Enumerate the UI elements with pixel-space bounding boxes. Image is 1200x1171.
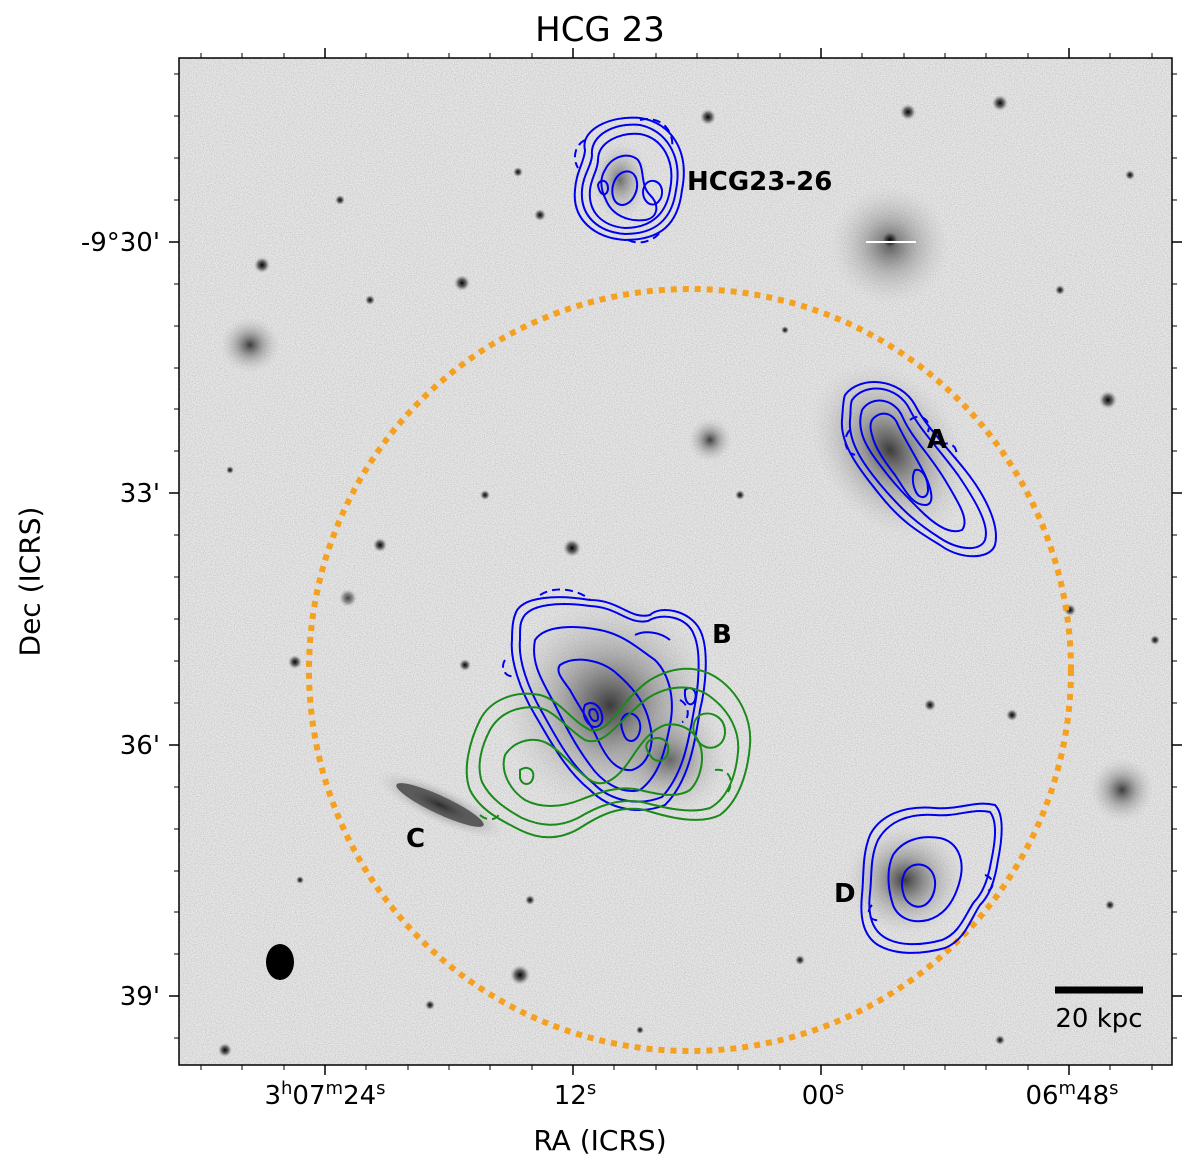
x-tick-label: 3h07m24s <box>264 1078 385 1111</box>
x-tick-label: 00s <box>802 1078 844 1111</box>
hi-contours-galaxy-a-negative <box>844 415 958 459</box>
y-tick-label: 33' <box>120 479 160 509</box>
optical-image <box>179 58 1172 1065</box>
hi-contours-hcg23-26-negative <box>573 118 674 244</box>
x-axis-label: RA (ICRS) <box>533 1124 667 1157</box>
x-tick-label: 06m48s <box>1025 1078 1118 1111</box>
x-tick-label: 12s <box>554 1078 596 1111</box>
galaxy-label-c: C <box>406 824 425 854</box>
y-axis-ticks <box>169 241 1182 997</box>
plot-frame <box>178 57 1173 1066</box>
hi-contours-galaxy-b <box>510 596 707 811</box>
galaxy-label-hcg23-26: HCG23-26 <box>687 167 832 197</box>
y-tick-label: -9°30' <box>81 228 160 258</box>
y-tick-label: 36' <box>120 731 160 761</box>
galaxy-label-b: B <box>712 620 732 650</box>
galaxy-label-a: A <box>927 425 947 455</box>
y-axis-label: Dec (ICRS) <box>13 506 47 657</box>
y-axis-minor-ticks <box>174 73 1177 1039</box>
hi-contours-galaxy-b-green <box>465 667 752 839</box>
hi-contours-hcg23-26 <box>573 116 685 242</box>
galaxy-label-d: D <box>834 879 856 909</box>
x-axis-ticks <box>324 48 1070 1075</box>
hi-contours-galaxy-b-negative <box>502 588 689 723</box>
x-axis-minor-ticks <box>200 53 1153 1070</box>
search-radius-circle <box>306 286 1074 1054</box>
hi-contours-galaxy-d-negative <box>867 874 994 922</box>
hi-contours-galaxy-a <box>840 381 997 558</box>
beam-ellipse <box>266 944 294 980</box>
plot-title: HCG 23 <box>535 10 665 50</box>
y-tick-label: 39' <box>120 982 160 1012</box>
hi-contours-galaxy-b-green-negative <box>479 768 732 821</box>
scale-bar-label: 20 kpc <box>1055 1004 1142 1034</box>
